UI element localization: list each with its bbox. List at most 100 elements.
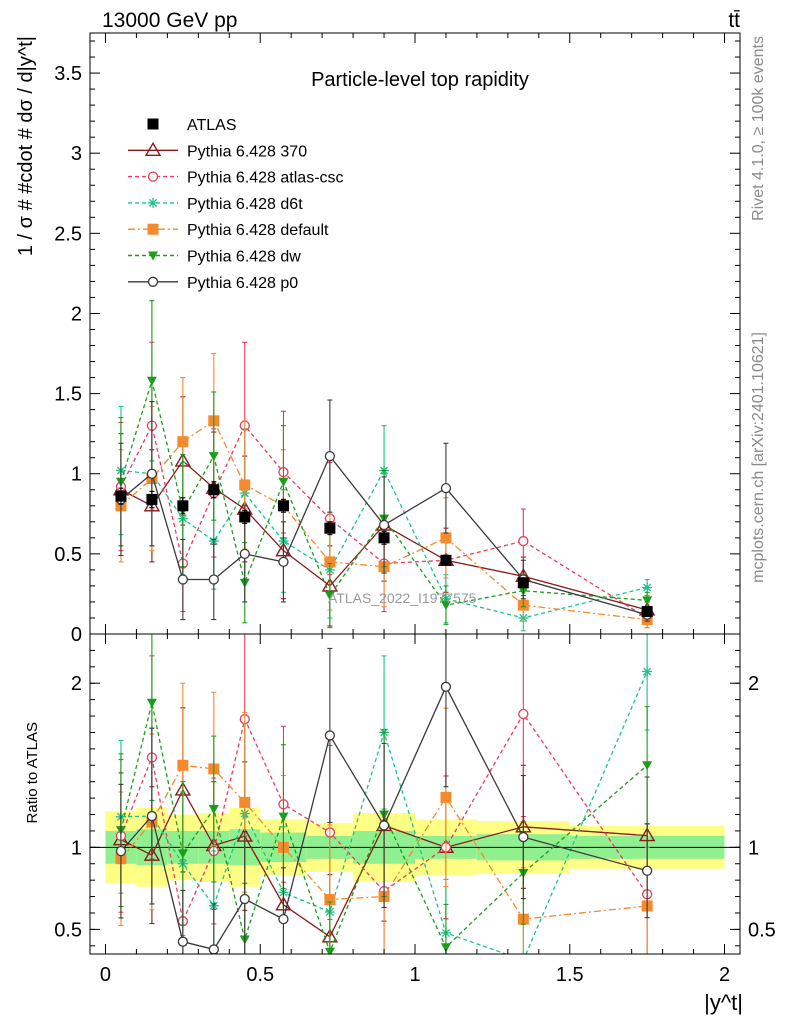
x-axis-label: |y^t| <box>704 990 743 1015</box>
data-point-1 <box>146 493 158 505</box>
axes: 0 0.5 1 1.5 2 0 0.5 1 1.5 2 2.5 3 3.5 0.5 0.5 1 1 2 2 <box>54 32 776 986</box>
legend-swatch-marker-4 <box>147 223 159 235</box>
series-5-ratio-point-7 <box>378 820 390 831</box>
series-4-point-8 <box>440 601 451 611</box>
legend-swatch-marker-3 <box>148 197 158 208</box>
series-5-point-4 <box>239 548 250 560</box>
side-label-rivet: Rivet 4.1.0, ≥ 100k events <box>750 36 767 221</box>
legend-entry-1: Pythia 6.428 370 <box>128 141 307 160</box>
legend-swatch-marker-0 <box>147 118 159 130</box>
series-4-point-3 <box>208 452 219 462</box>
legend-label-3: Pythia 6.428 d6t <box>187 196 303 213</box>
chart-title: Particle-level top rapidity <box>311 69 529 91</box>
series-4-ratio-point-2 <box>177 849 188 859</box>
series-4-point-10 <box>642 596 653 606</box>
series-2-ratio-point-9 <box>518 955 528 965</box>
series-5-ratio-point-9 <box>518 831 529 843</box>
data-point-4 <box>239 511 251 523</box>
legend-entry-6: Pythia 6.428 p0 <box>128 275 298 292</box>
data-point-8 <box>440 554 452 566</box>
series-3-ratio-point-6 <box>324 894 336 906</box>
series-5-ratio-point-3 <box>208 944 219 954</box>
legend-entry-0: ATLAS <box>147 117 237 134</box>
data-point-3 <box>208 484 220 496</box>
data-point-5 <box>277 500 289 512</box>
x-tick-label: 0 <box>100 964 111 986</box>
series-5-point-7 <box>378 519 390 531</box>
series-5-ratio-point-5 <box>278 913 289 925</box>
series-5-ratio-point-2 <box>177 936 189 947</box>
legend-swatch-marker-2 <box>147 171 159 182</box>
legend-entry-5: Pythia 6.428 dw <box>128 249 301 266</box>
x-tick-label: 0.5 <box>246 964 274 986</box>
series-5-ratio-point-4 <box>239 893 250 905</box>
y-tick-label: 0.5 <box>54 544 82 566</box>
series-5-ratio-point-1 <box>146 810 158 822</box>
x-tick-label: 1.5 <box>556 964 584 986</box>
series-4-ratio-point-3 <box>208 805 219 815</box>
ratio-y-tick-label: 2 <box>71 673 82 695</box>
series-2-point-10 <box>642 582 653 593</box>
x-tick-label: 1 <box>409 964 420 986</box>
series-5-point-1 <box>146 468 158 479</box>
header-right: tt̄ <box>728 9 740 32</box>
series-2-ratio-point-10 <box>642 666 653 677</box>
side-label-mcplots: mcplots.cern.ch [arXiv:2401.10621] <box>750 332 767 583</box>
ratio-y-axis-label: Ratio to ATLAS <box>24 722 41 823</box>
legend-label-2: Pythia 6.428 atlas-csc <box>187 170 344 187</box>
legend-entry-2: Pythia 6.428 atlas-csc <box>128 170 344 187</box>
legend-label-0: ATLAS <box>187 117 237 134</box>
series-5-point-8 <box>440 483 452 494</box>
ratio-y-tick-label: 1 <box>71 837 82 859</box>
series-3-ratio-point-2 <box>177 759 189 771</box>
series-4-point-6 <box>324 591 335 601</box>
series-5-point-5 <box>278 556 289 568</box>
series-1-ratio-point-9 <box>518 708 529 720</box>
series-3-ratio-point-8 <box>440 791 452 803</box>
series-4-ratio-point-6 <box>324 947 335 954</box>
series-5-ratio-point-10 <box>641 865 653 876</box>
series-3-ratio-line <box>120 764 648 920</box>
main-panel-series <box>112 300 656 632</box>
series-1-point-9 <box>518 535 529 547</box>
data-point-9 <box>517 577 529 589</box>
data-point-6 <box>324 522 336 534</box>
series-5-point-6 <box>324 450 336 462</box>
series-3-ratio-point-4 <box>239 796 251 808</box>
analysis-watermark: ATLAS_2022_I1977575 <box>328 590 477 606</box>
series-3-point-6 <box>324 556 336 568</box>
legend-swatch-marker-6 <box>147 276 159 287</box>
header-left: 13000 GeV pp <box>102 9 237 32</box>
y-tick-label: 2 <box>71 303 82 325</box>
legend-label-6: Pythia 6.428 p0 <box>187 275 298 292</box>
data-point-7 <box>378 532 390 544</box>
legend-entry-3: Pythia 6.428 d6t <box>128 196 303 213</box>
legend: ATLAS Pythia 6.428 370 Pythia 6.428 atlas-… <box>128 117 344 292</box>
series-5-ratio-point-6 <box>324 730 336 741</box>
legend-label-1: Pythia 6.428 370 <box>187 143 307 160</box>
ratio-y-tick-label-right: 0.5 <box>748 919 776 941</box>
y-tick-label: 2.5 <box>54 223 82 245</box>
series-3-point-2 <box>177 436 189 448</box>
series-5-ratio-point-0 <box>115 845 127 857</box>
data-point-2 <box>177 500 189 512</box>
x-tick-label: 2 <box>719 964 730 986</box>
series-3-point-4 <box>239 479 251 491</box>
series-5-ratio-point-8 <box>440 681 452 692</box>
legend-entry-4: Pythia 6.428 default <box>128 222 329 239</box>
y-axis-label: 1 / σ # #cdot # dσ / d|y^t| <box>15 36 37 256</box>
legend-label-4: Pythia 6.428 default <box>187 222 329 239</box>
legend-swatch-marker-5 <box>148 251 158 261</box>
ratio-y-tick-label: 0.5 <box>54 919 82 941</box>
series-4-point-1 <box>146 376 157 386</box>
y-tick-label: 1.5 <box>54 384 82 406</box>
series-4-ratio-point-1 <box>146 698 157 708</box>
legend-label-5: Pythia 6.428 dw <box>187 249 301 266</box>
series-3-point-8 <box>440 532 452 544</box>
series-4-point-5 <box>278 477 289 487</box>
data-point-10 <box>641 606 653 618</box>
ratio-panel-series <box>112 634 656 965</box>
series-4-ratio-point-8 <box>440 943 451 953</box>
legend-swatch-marker-1 <box>144 141 162 157</box>
